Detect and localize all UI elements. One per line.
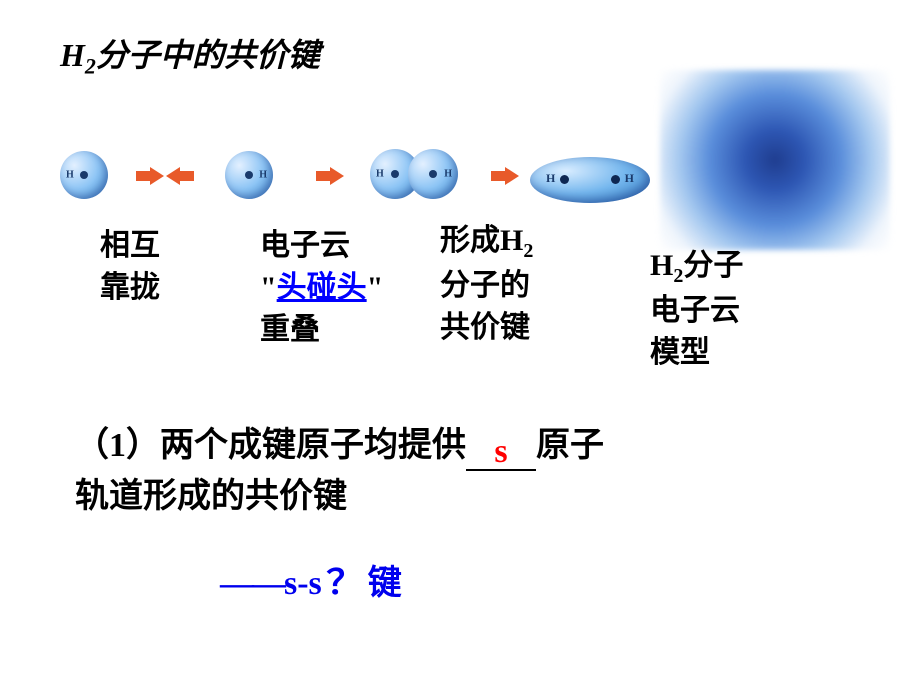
head-on-link[interactable]: 头碰头	[277, 271, 367, 304]
bonded-molecule: H H	[530, 157, 650, 203]
label-text: 靠拢	[100, 271, 160, 304]
label-formation: 形成H2 分子的 共价键	[440, 220, 533, 349]
label-approach: 相互 靠拢	[100, 225, 160, 309]
atom-label: H	[546, 171, 555, 186]
electron-cloud-model	[660, 70, 890, 250]
label-text: "	[367, 271, 384, 304]
atom-h-right-1: H	[225, 151, 273, 199]
nucleus-dot	[391, 170, 399, 178]
nucleus-dot	[429, 170, 437, 178]
dash: ——	[220, 565, 284, 602]
label-text: 电子云	[260, 229, 350, 262]
statement-text: （1）两个成键原子均提供 s 原子 轨道形成的共价键	[75, 420, 855, 522]
label-text: 电子云	[650, 294, 740, 327]
answer-s: s	[494, 433, 507, 470]
label-text: 形成H2	[440, 224, 533, 257]
atom-label: H	[66, 170, 74, 181]
label-text: "	[260, 271, 277, 304]
arrow-right-icon	[330, 167, 344, 185]
atom-h-left-1: H	[60, 151, 108, 199]
nucleus-dot	[245, 171, 253, 179]
fill-blank: s	[466, 435, 536, 471]
nucleus-dot	[80, 171, 88, 179]
label-text: 模型	[650, 336, 710, 369]
label-cloud-model: H2分子 电子云 模型	[650, 245, 743, 374]
arrow-right-icon	[505, 167, 519, 185]
atom-label: H	[259, 170, 267, 181]
nucleus-dot	[611, 175, 620, 184]
bond-tail: 键	[368, 565, 402, 602]
label-text: 重叠	[260, 313, 320, 346]
atom-label: H	[444, 169, 452, 180]
statement-prefix: （1）两个成键原子均提供	[75, 427, 466, 464]
bond-formation-diagram: H H H H H H	[60, 135, 650, 215]
conclusion-text: ——s-s？键	[220, 555, 402, 604]
nucleus-dot	[560, 175, 569, 184]
atom-label: H	[625, 171, 634, 186]
statement-line2: 轨道形成的共价键	[75, 478, 347, 515]
label-text: 相互	[100, 229, 160, 262]
page-title: H2分子中的共价键	[60, 30, 320, 79]
label-text: H2分子	[650, 249, 743, 282]
sigma-symbol: ？	[326, 555, 363, 604]
bond-type: s-s	[284, 565, 322, 602]
label-overlap: 电子云 "头碰头" 重叠	[260, 225, 383, 351]
label-text: 分子的	[440, 269, 530, 302]
arrow-left-icon	[166, 167, 180, 185]
label-text: 共价键	[440, 311, 530, 344]
arrow-right-icon	[150, 167, 164, 185]
statement-suffix: 原子	[536, 427, 604, 464]
atom-label: H	[376, 169, 384, 180]
